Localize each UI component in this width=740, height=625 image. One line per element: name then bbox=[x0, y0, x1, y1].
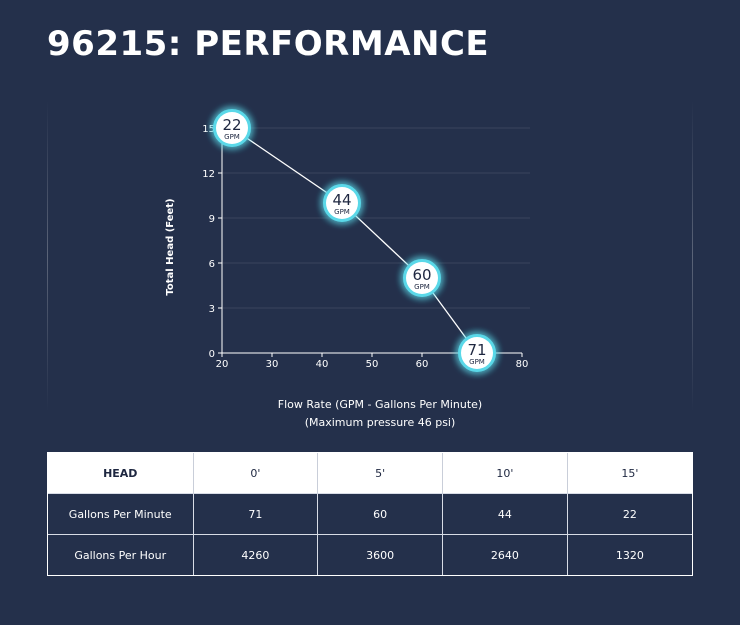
point-marker bbox=[406, 262, 438, 294]
chart-series-line bbox=[231, 127, 478, 354]
performance-table: HEAD 0' 5' 10' 15' Gallons Per Minute 71… bbox=[47, 452, 693, 576]
row-label-gpm: Gallons Per Minute bbox=[48, 493, 193, 535]
point-marker bbox=[216, 112, 248, 144]
x-tick-label: 60 bbox=[416, 359, 429, 370]
y-tick-label: 9 bbox=[209, 214, 215, 225]
table-cell: 60 bbox=[317, 493, 443, 535]
point-glow bbox=[213, 109, 251, 147]
series-line bbox=[231, 127, 478, 354]
table-cell: 22 bbox=[566, 493, 692, 535]
table-cell: 2640 bbox=[442, 534, 568, 575]
table-cell: 4260 bbox=[192, 534, 318, 575]
point-value-label: 44 bbox=[332, 191, 351, 209]
chart-tick-labels: 2030405060708003691215 bbox=[202, 124, 528, 370]
point-glow bbox=[403, 259, 441, 297]
table-row: Gallons Per Minute 71 60 44 22 bbox=[48, 493, 692, 535]
frame-left-line bbox=[47, 100, 48, 412]
header-0ft: 0' bbox=[192, 453, 318, 494]
header-5ft: 5' bbox=[317, 453, 443, 494]
page-title: 96215: PERFORMANCE bbox=[47, 24, 490, 64]
y-tick-label: 6 bbox=[209, 259, 215, 270]
point-unit-label: GPM bbox=[224, 133, 240, 141]
y-tick-label: 12 bbox=[202, 169, 215, 180]
x-tick-label: 80 bbox=[516, 359, 529, 370]
point-unit-label: GPM bbox=[334, 208, 350, 216]
performance-chart: 2030405060708003691215 22GPM44GPM60GPM71… bbox=[165, 109, 530, 372]
y-tick-label: 3 bbox=[209, 304, 215, 315]
x-axis-caption: Flow Rate (GPM - Gallons Per Minute) bbox=[277, 398, 483, 411]
y-axis-label: Total Head (Feet) bbox=[165, 198, 176, 295]
point-unit-label: GPM bbox=[469, 358, 485, 366]
point-value-label: 60 bbox=[412, 266, 431, 284]
header-head: HEAD bbox=[48, 453, 193, 494]
chart-grid bbox=[222, 127, 530, 309]
x-tick-label: 50 bbox=[366, 359, 379, 370]
header-10ft: 10' bbox=[442, 453, 568, 494]
x-tick-label: 40 bbox=[316, 359, 329, 370]
table-cell: 44 bbox=[442, 493, 568, 535]
y-tick-label: 15 bbox=[202, 124, 215, 135]
table-row: Gallons Per Hour 4260 3600 2640 1320 bbox=[48, 534, 692, 575]
table-header-row: HEAD 0' 5' 10' 15' bbox=[48, 453, 692, 494]
chart-axes bbox=[218, 126, 523, 357]
row-label-gph: Gallons Per Hour bbox=[48, 534, 193, 575]
point-glow bbox=[458, 334, 496, 372]
table-cell: 3600 bbox=[317, 534, 443, 575]
x-tick-label: 30 bbox=[266, 359, 279, 370]
point-value-label: 71 bbox=[467, 341, 486, 359]
point-marker bbox=[326, 187, 358, 219]
pressure-caption: (Maximum pressure 46 psi) bbox=[304, 416, 456, 429]
frame-right-line bbox=[692, 100, 693, 412]
table-cell: 1320 bbox=[566, 534, 692, 575]
y-tick-label: 0 bbox=[209, 349, 215, 360]
table-cell: 71 bbox=[192, 493, 318, 535]
header-15ft: 15' bbox=[566, 453, 692, 494]
x-tick-label: 20 bbox=[216, 359, 229, 370]
point-value-label: 22 bbox=[222, 116, 241, 134]
point-marker bbox=[461, 337, 493, 369]
point-glow bbox=[323, 184, 361, 222]
point-unit-label: GPM bbox=[414, 283, 430, 291]
